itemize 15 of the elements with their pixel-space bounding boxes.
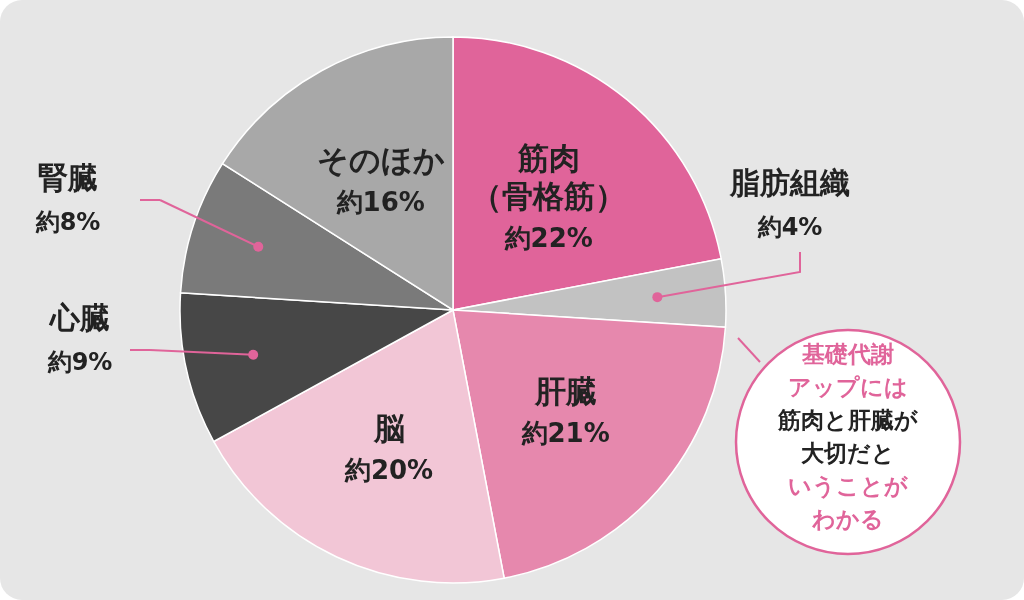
slice-label: そのほか: [316, 142, 445, 179]
data-label: 約16%: [335, 187, 425, 218]
data-label: 約20%: [343, 454, 434, 485]
data-label: 約4%: [756, 213, 823, 241]
data-label: 約9%: [46, 348, 113, 376]
data-label: 約21%: [520, 418, 610, 449]
data-label: 約8%: [34, 208, 101, 236]
slice-label: 心臓: [48, 300, 110, 335]
slice-label: 肝臓: [533, 373, 597, 410]
slice-label: 脳: [372, 409, 405, 446]
text: 基礎代謝アップには筋肉と肝臓が大切だということがわかる: [777, 341, 918, 532]
slice-label: 腎臓: [38, 160, 98, 195]
slice-label: 筋肉（骨格筋）: [471, 140, 627, 215]
slice-label: 脂肪組織: [729, 165, 850, 200]
data-label: 約22%: [503, 223, 593, 254]
